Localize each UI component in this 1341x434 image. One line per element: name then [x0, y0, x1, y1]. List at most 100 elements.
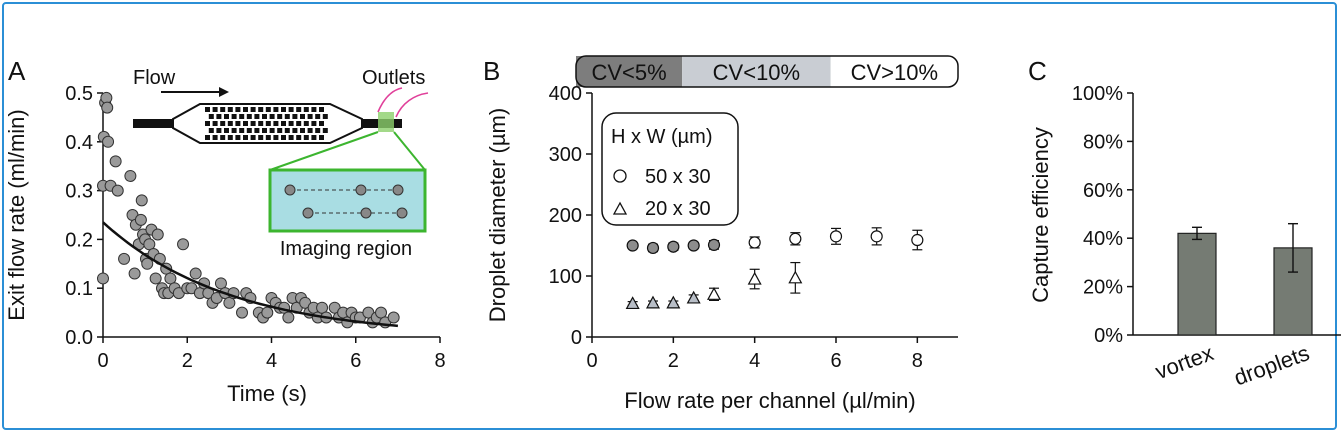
x-tick-label: 8	[912, 350, 923, 372]
panel-b-label: B	[483, 56, 500, 86]
channel-block	[284, 114, 290, 119]
channel-block	[292, 114, 298, 119]
channel-block	[288, 121, 294, 126]
channel-block	[319, 135, 324, 140]
channel-block	[281, 135, 286, 140]
panel-c-y-ticks: 0% 20% 40% 60% 80% 100%	[1072, 83, 1133, 347]
x-tick-label: 8	[434, 350, 445, 372]
data-point	[177, 238, 190, 251]
legend-series-1-label: 50 x 30	[645, 166, 711, 188]
channel-block	[227, 135, 233, 140]
channel-block	[216, 128, 222, 133]
panel-a-x-ticks: 0 2 4 6 8	[97, 337, 446, 372]
channel-block	[250, 135, 256, 140]
channel-block	[262, 128, 267, 133]
x-tick-label: 6	[830, 350, 841, 372]
panel-b-legend: H x W (µm) 50 x 30 20 x 30	[601, 112, 739, 226]
flow-arrow-head	[219, 87, 229, 97]
data-point	[111, 184, 124, 197]
channel-block	[300, 128, 305, 133]
channel-block	[250, 121, 256, 126]
data-point	[97, 272, 109, 285]
channel-block	[208, 114, 214, 119]
cv-bar: CV<5% CV<10% CV>10%	[575, 55, 959, 88]
y-tick-label: 100	[549, 266, 582, 288]
channel-block	[212, 121, 218, 126]
legend-box	[601, 112, 739, 226]
legend-series-2-label: 20 x 30	[645, 198, 711, 220]
panel-c-y-axis-label: Capture efficiency	[1028, 127, 1053, 303]
data-point-triangle	[625, 296, 640, 310]
channel-block	[239, 128, 245, 133]
outlets-label: Outlets	[362, 67, 425, 89]
y-tick-label: 0.2	[65, 229, 93, 251]
category-label: vortex	[1152, 340, 1217, 384]
y-tick-label: 0%	[1094, 325, 1123, 347]
channel-block	[212, 107, 218, 112]
y-tick-label: 400	[549, 83, 582, 105]
channel-block	[243, 107, 248, 112]
cv-bar-segment	[830, 56, 958, 87]
channel-block	[269, 128, 275, 133]
y-tick-label: 300	[549, 144, 582, 166]
droplet-dot	[396, 207, 408, 219]
channel-block	[319, 121, 324, 126]
x-tick-label: 6	[350, 350, 361, 372]
cv-bar-outline	[575, 55, 959, 88]
channel-block	[265, 135, 271, 140]
channel-block	[205, 135, 210, 140]
x-tick-label: 0	[97, 350, 108, 372]
data-point	[149, 272, 162, 285]
data-point-circle	[870, 230, 883, 243]
data-point	[135, 194, 148, 207]
data-point-circle	[687, 239, 700, 252]
y-tick-label: 0.1	[65, 278, 93, 300]
y-tick-label: 80%	[1083, 131, 1123, 153]
channel-block	[235, 135, 241, 140]
cv-bar-label: CV>10%	[851, 60, 938, 85]
zoom-line-right	[393, 131, 426, 171]
x-tick-label: 0	[586, 350, 597, 372]
channel-block	[296, 135, 302, 140]
panel-b-x-ticks: 0 2 4 6 8	[586, 337, 923, 372]
channel-block	[254, 114, 260, 119]
data-point-circle	[707, 238, 721, 251]
bar	[1273, 247, 1313, 336]
channel-block	[322, 114, 328, 119]
panel-a-x-axis-label: Time (s)	[227, 381, 307, 406]
droplet-dot	[360, 207, 372, 219]
channel-block	[273, 107, 279, 112]
channel-block	[220, 107, 226, 112]
droplet-dot	[392, 184, 404, 196]
channel-block	[227, 107, 233, 112]
channel-block	[296, 121, 302, 126]
imaging-region-label: Imaging region	[280, 238, 412, 260]
y-tick-label: 40%	[1083, 228, 1123, 250]
data-point	[261, 306, 274, 319]
x-tick-label: 4	[266, 350, 277, 372]
channel-block	[277, 128, 283, 133]
cv-bar-segment	[682, 56, 831, 87]
channel-block	[288, 135, 294, 140]
channel-block	[281, 121, 286, 126]
data-point	[134, 213, 147, 226]
channel-block	[258, 107, 264, 112]
data-point	[387, 311, 400, 324]
channel-block	[281, 107, 286, 112]
channel-block	[246, 114, 252, 119]
y-tick-label: 200	[549, 205, 582, 227]
data-point	[118, 252, 131, 265]
channel-block	[311, 107, 317, 112]
channel-block	[220, 121, 226, 126]
bar	[1177, 232, 1217, 336]
channel-block	[303, 107, 309, 112]
data-point-triangle	[666, 295, 681, 309]
channel-block	[303, 121, 309, 126]
data-point-triangle	[747, 271, 762, 285]
imaging-region-marker	[378, 112, 394, 132]
device-channel-array	[205, 107, 328, 140]
panel-b-y-ticks: 0 100 200 300 400	[549, 83, 592, 349]
